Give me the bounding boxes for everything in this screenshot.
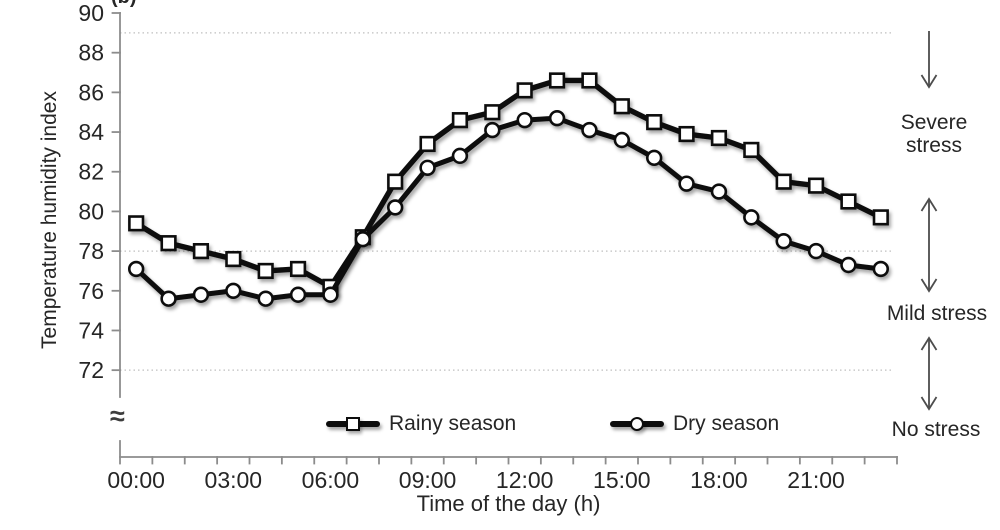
circle-marker xyxy=(840,256,857,274)
annotation-mild-stress: Mild stress xyxy=(886,302,988,325)
circle-marker xyxy=(548,109,566,127)
y-tick-label: 74 xyxy=(78,317,104,343)
arrow-up-icon xyxy=(920,197,938,212)
y-axis-break-icon: ≈ xyxy=(110,401,125,431)
square-marker xyxy=(128,215,145,232)
x-tick-label: 21:00 xyxy=(787,467,845,493)
series-rainy-season xyxy=(128,72,889,295)
square-marker xyxy=(775,173,792,190)
circle-marker xyxy=(127,260,145,278)
y-tick-label: 84 xyxy=(78,119,104,145)
y-tick-label: 90 xyxy=(78,0,104,26)
x-tick-label: 09:00 xyxy=(399,467,457,493)
circle-marker xyxy=(289,286,307,303)
legend-square-icon xyxy=(346,416,360,431)
threshold-gridlines xyxy=(120,32,893,371)
circle-marker xyxy=(192,286,210,303)
circle-marker xyxy=(354,230,372,248)
square-marker xyxy=(257,262,274,280)
circle-marker xyxy=(160,290,177,307)
circle-marker xyxy=(257,290,274,307)
circle-marker xyxy=(386,199,404,216)
circle-marker xyxy=(710,183,728,200)
square-marker xyxy=(710,129,728,147)
square-marker xyxy=(646,114,663,131)
square-marker xyxy=(548,72,566,89)
annotation-no-stress: No stress xyxy=(891,418,981,441)
circle-marker xyxy=(645,149,663,167)
arrow-down-icon xyxy=(920,396,938,411)
circle-marker xyxy=(775,232,792,250)
dry-season-circle-marker-icon xyxy=(610,416,664,432)
stress-zone-arrows xyxy=(920,31,938,411)
y-tick-label: 88 xyxy=(78,40,104,66)
square-marker xyxy=(225,250,242,268)
square-marker xyxy=(613,98,630,115)
legend-item-dry-season: Dry season xyxy=(610,412,779,436)
circle-marker xyxy=(484,121,501,139)
x-tick-label: 06:00 xyxy=(302,467,360,493)
square-marker xyxy=(419,135,436,153)
legend-label-dry-season: Dry season xyxy=(673,412,780,435)
circle-marker xyxy=(516,111,533,129)
x-tick-label: 12:00 xyxy=(496,467,554,493)
square-marker xyxy=(160,235,177,252)
square-marker xyxy=(192,243,210,260)
arrow-down-icon xyxy=(920,278,938,293)
legend-item-rainy-season: Rainy season xyxy=(326,412,516,436)
square-marker xyxy=(872,209,889,226)
y-tick-label: 72 xyxy=(78,357,104,383)
rainy-season-square-marker-icon xyxy=(326,416,380,432)
circle-marker xyxy=(807,242,825,260)
y-tick-label: 80 xyxy=(78,198,104,224)
arrow-up-icon xyxy=(920,336,938,351)
axes: 72 74 76 78 80 82 84 86 88 90 00:00 03:00 06:00 09:00… xyxy=(78,0,898,493)
annotation-severe-stress: Severe stress xyxy=(900,111,968,157)
square-marker xyxy=(289,260,307,278)
square-marker xyxy=(743,141,760,159)
circle-marker xyxy=(743,209,760,226)
figure-panel-label: (b) xyxy=(111,0,137,9)
square-marker xyxy=(484,104,501,121)
series-dry-season xyxy=(127,109,890,307)
square-marker xyxy=(678,125,695,143)
square-marker xyxy=(840,193,857,210)
square-marker xyxy=(807,177,825,194)
x-axis-title: Time of the day (h) xyxy=(416,491,601,516)
y-tick-label: 86 xyxy=(78,79,104,105)
square-marker xyxy=(516,82,533,99)
x-tick-label: 00:00 xyxy=(107,467,165,493)
circle-marker xyxy=(872,260,890,278)
y-tick-label: 78 xyxy=(78,238,104,264)
x-tick-label: 03:00 xyxy=(205,467,263,493)
legend-label-rainy-season: Rainy season xyxy=(389,412,517,435)
circle-marker xyxy=(419,159,436,176)
y-tick-label: 82 xyxy=(78,159,104,185)
y-tick-label: 76 xyxy=(78,278,104,304)
square-marker xyxy=(581,72,598,89)
legend-circle-icon xyxy=(630,416,644,431)
circle-marker xyxy=(678,175,695,192)
circle-marker xyxy=(225,282,242,299)
circle-marker xyxy=(451,147,469,165)
square-marker xyxy=(387,173,404,190)
circle-marker xyxy=(581,121,598,139)
x-tick-label: 15:00 xyxy=(593,467,651,493)
x-tick-label: 18:00 xyxy=(690,467,748,493)
square-marker xyxy=(451,112,469,129)
arrow-down-icon xyxy=(920,74,938,89)
circle-marker xyxy=(613,131,631,149)
circle-marker xyxy=(322,286,339,303)
